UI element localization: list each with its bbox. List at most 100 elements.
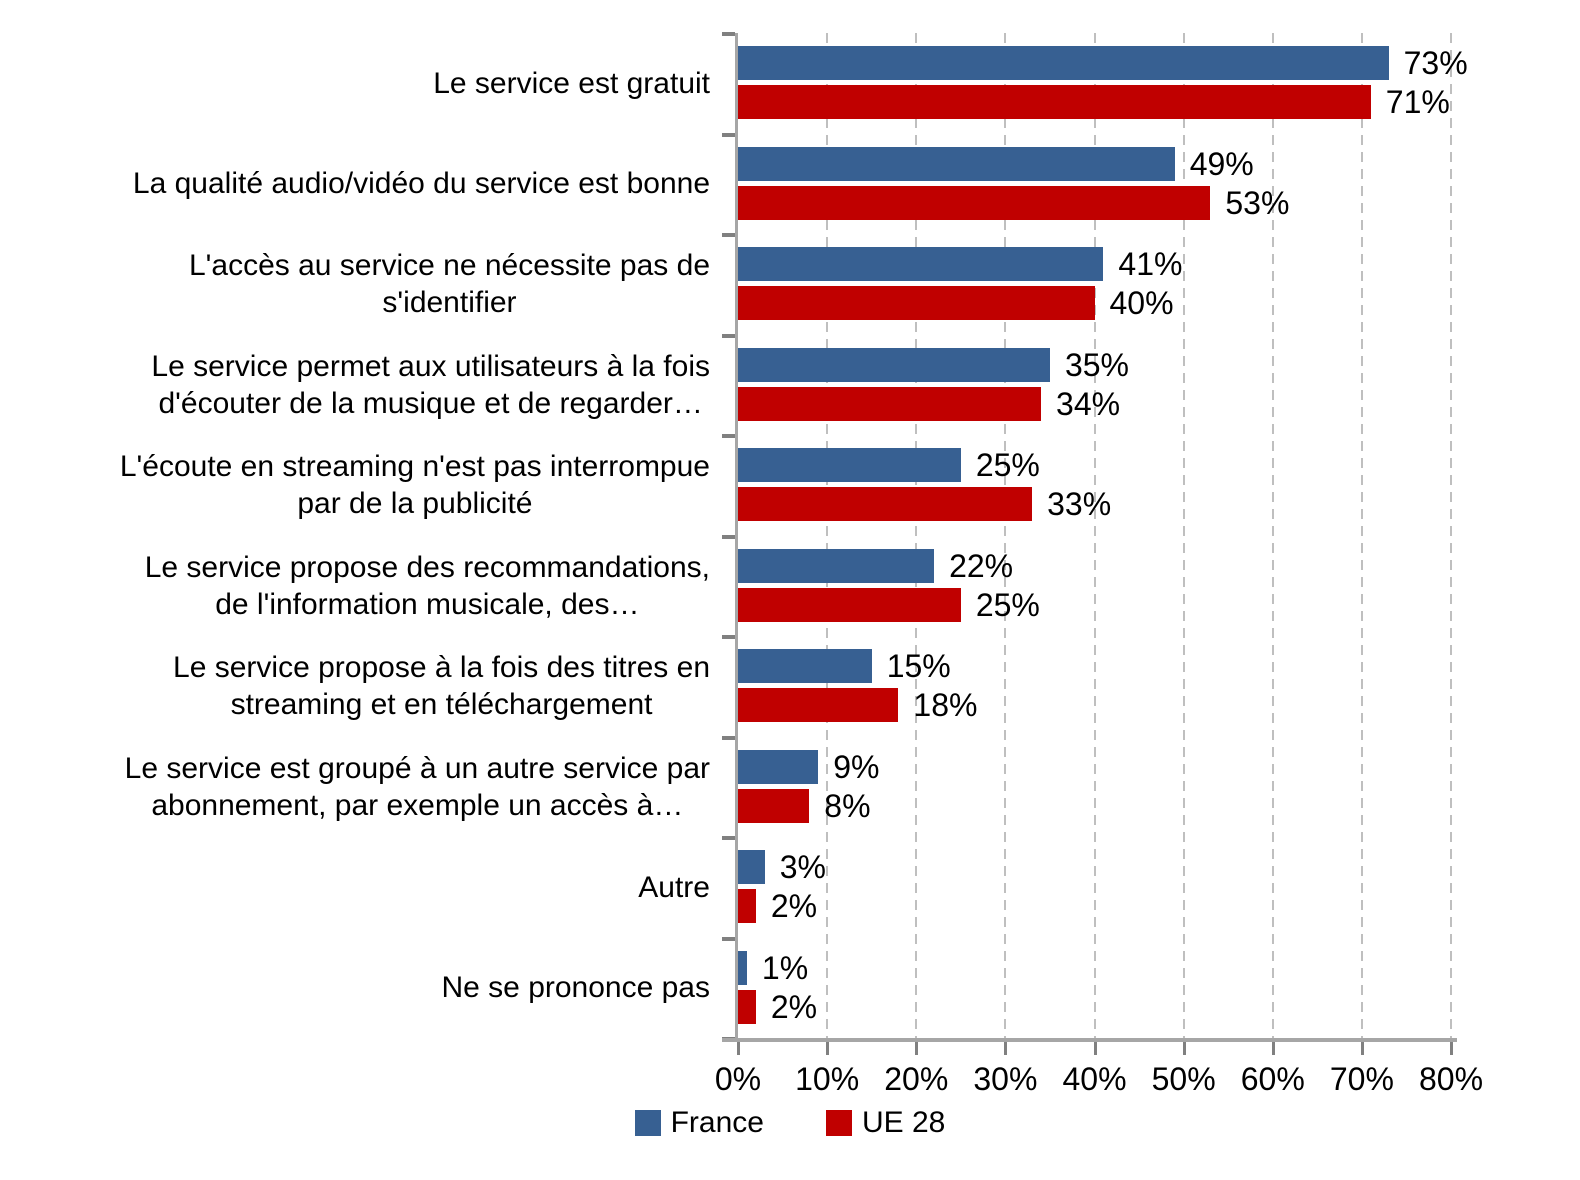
x-axis-tick-label: 0%	[714, 1061, 762, 1097]
gridline	[1004, 33, 1007, 1038]
value-label: 53%	[1225, 184, 1290, 221]
category-label-row: Le service est groupé à un autre service…	[0, 737, 710, 838]
value-label: 35%	[1064, 346, 1129, 383]
bar-france	[738, 548, 935, 583]
gridline	[1360, 33, 1363, 1038]
x-axis-tick	[1450, 1042, 1453, 1055]
y-axis-tick	[722, 936, 735, 941]
x-axis-tick	[1360, 1042, 1364, 1055]
value-label: 71%	[1385, 84, 1450, 120]
bar-ue28	[738, 788, 810, 823]
value-label: 2%	[770, 988, 818, 1025]
gridline	[915, 33, 918, 1038]
value-label: 40%	[1109, 285, 1174, 321]
value-label: 1%	[761, 949, 809, 986]
y-axis-tick	[722, 635, 735, 639]
y-axis-tick	[722, 735, 735, 740]
value-label: 18%	[913, 687, 978, 723]
bar-france	[738, 649, 872, 683]
bar-ue28	[738, 989, 756, 1024]
x-axis-tick-label: 50%	[1151, 1061, 1216, 1097]
legend-item-france: France	[634, 1106, 764, 1140]
bar-france	[738, 46, 1389, 80]
x-axis-tick	[1093, 1042, 1097, 1055]
value-label: 2%	[770, 888, 818, 924]
category-label: Le service est gratuit	[433, 66, 710, 100]
bar-ue28	[738, 386, 1042, 421]
x-axis-tick	[1271, 1042, 1275, 1055]
bar-france	[738, 347, 1050, 382]
chart-legend: France UE 28	[0, 1106, 1580, 1140]
bar-ue28	[738, 487, 1033, 521]
gridline	[1182, 33, 1185, 1038]
category-label: Ne se prononce pas	[441, 971, 710, 1005]
bar-france	[738, 749, 819, 784]
x-axis-tick-label: 40%	[1062, 1061, 1127, 1097]
category-label-row: Le service propose à la fois des titres …	[0, 636, 710, 737]
category-label-row: L'écoute en streaming n'est pas interrom…	[0, 435, 710, 536]
bar-france	[738, 146, 1175, 181]
value-label: 34%	[1056, 385, 1121, 422]
gridline	[1450, 33, 1452, 1038]
bar-france	[738, 950, 747, 985]
category-label-row: Autre	[0, 837, 710, 938]
gridline	[1093, 33, 1096, 1038]
category-label-row: L'accès au service ne nécessite pas de s…	[0, 234, 710, 335]
bar-ue28	[738, 587, 961, 622]
bar-ue28	[738, 185, 1211, 220]
bar-ue28	[738, 889, 756, 923]
legend-item-ue28: UE 28	[825, 1106, 945, 1140]
x-axis-tick	[1004, 1042, 1008, 1055]
value-label: 41%	[1118, 246, 1183, 282]
category-label: Le service est groupé à un autre service…	[124, 751, 710, 822]
value-label: 49%	[1189, 145, 1254, 182]
x-axis-tick	[1182, 1042, 1186, 1055]
x-axis-tick	[826, 1042, 830, 1055]
value-label: 9%	[833, 748, 880, 785]
legend-swatch-icon	[825, 1110, 852, 1136]
category-label: Le service permet aux utilisateurs à la …	[151, 349, 710, 420]
value-label: 25%	[975, 586, 1040, 623]
bar-france	[738, 850, 765, 884]
category-label: L'accès au service ne nécessite pas de s…	[188, 249, 710, 320]
bar-ue28	[738, 286, 1095, 320]
y-axis-tick	[722, 534, 735, 539]
x-axis-tick-label: 10%	[795, 1061, 860, 1097]
category-label: La qualité audio/vidéo du service est bo…	[132, 167, 710, 201]
y-axis-tick	[722, 333, 735, 338]
y-axis-tick	[722, 32, 735, 36]
value-label: 8%	[824, 787, 871, 824]
category-label-row: Le service permet aux utilisateurs à la …	[0, 335, 710, 436]
bar-france	[738, 448, 961, 482]
value-label: 22%	[949, 547, 1014, 584]
bar-ue28	[738, 85, 1371, 119]
y-axis-tick	[722, 233, 735, 237]
category-label-row: La qualité audio/vidéo du service est bo…	[0, 134, 710, 235]
y-axis-tick	[722, 434, 735, 438]
x-axis-tick-label: 30%	[973, 1061, 1038, 1097]
category-label-row: Le service propose des recommandations, …	[0, 536, 710, 637]
bar-france	[738, 247, 1104, 281]
category-label: Le service propose des recommandations, …	[144, 550, 710, 621]
category-label-row: Ne se prononce pas	[0, 938, 710, 1039]
y-axis-tick	[722, 836, 735, 840]
legend-label: France	[670, 1106, 764, 1139]
category-label-row: Le service est gratuit	[0, 33, 710, 134]
x-axis-tick	[915, 1042, 919, 1055]
value-label: 25%	[975, 447, 1040, 483]
bar-ue28	[738, 688, 899, 722]
x-axis-tick-label: 70%	[1329, 1061, 1394, 1097]
x-axis-tick	[737, 1042, 740, 1055]
gridline	[1271, 33, 1274, 1038]
value-label: 33%	[1047, 486, 1112, 522]
category-label: L'écoute en streaming n'est pas interrom…	[119, 450, 710, 521]
x-axis-line	[722, 1038, 1457, 1042]
y-axis-tick	[722, 132, 735, 137]
x-axis-tick-label: 60%	[1240, 1061, 1305, 1097]
category-label: Le service propose à la fois des titres …	[173, 651, 710, 722]
category-label: Autre	[638, 870, 710, 904]
x-axis-tick-label: 80%	[1418, 1061, 1484, 1097]
gridline	[826, 33, 829, 1038]
